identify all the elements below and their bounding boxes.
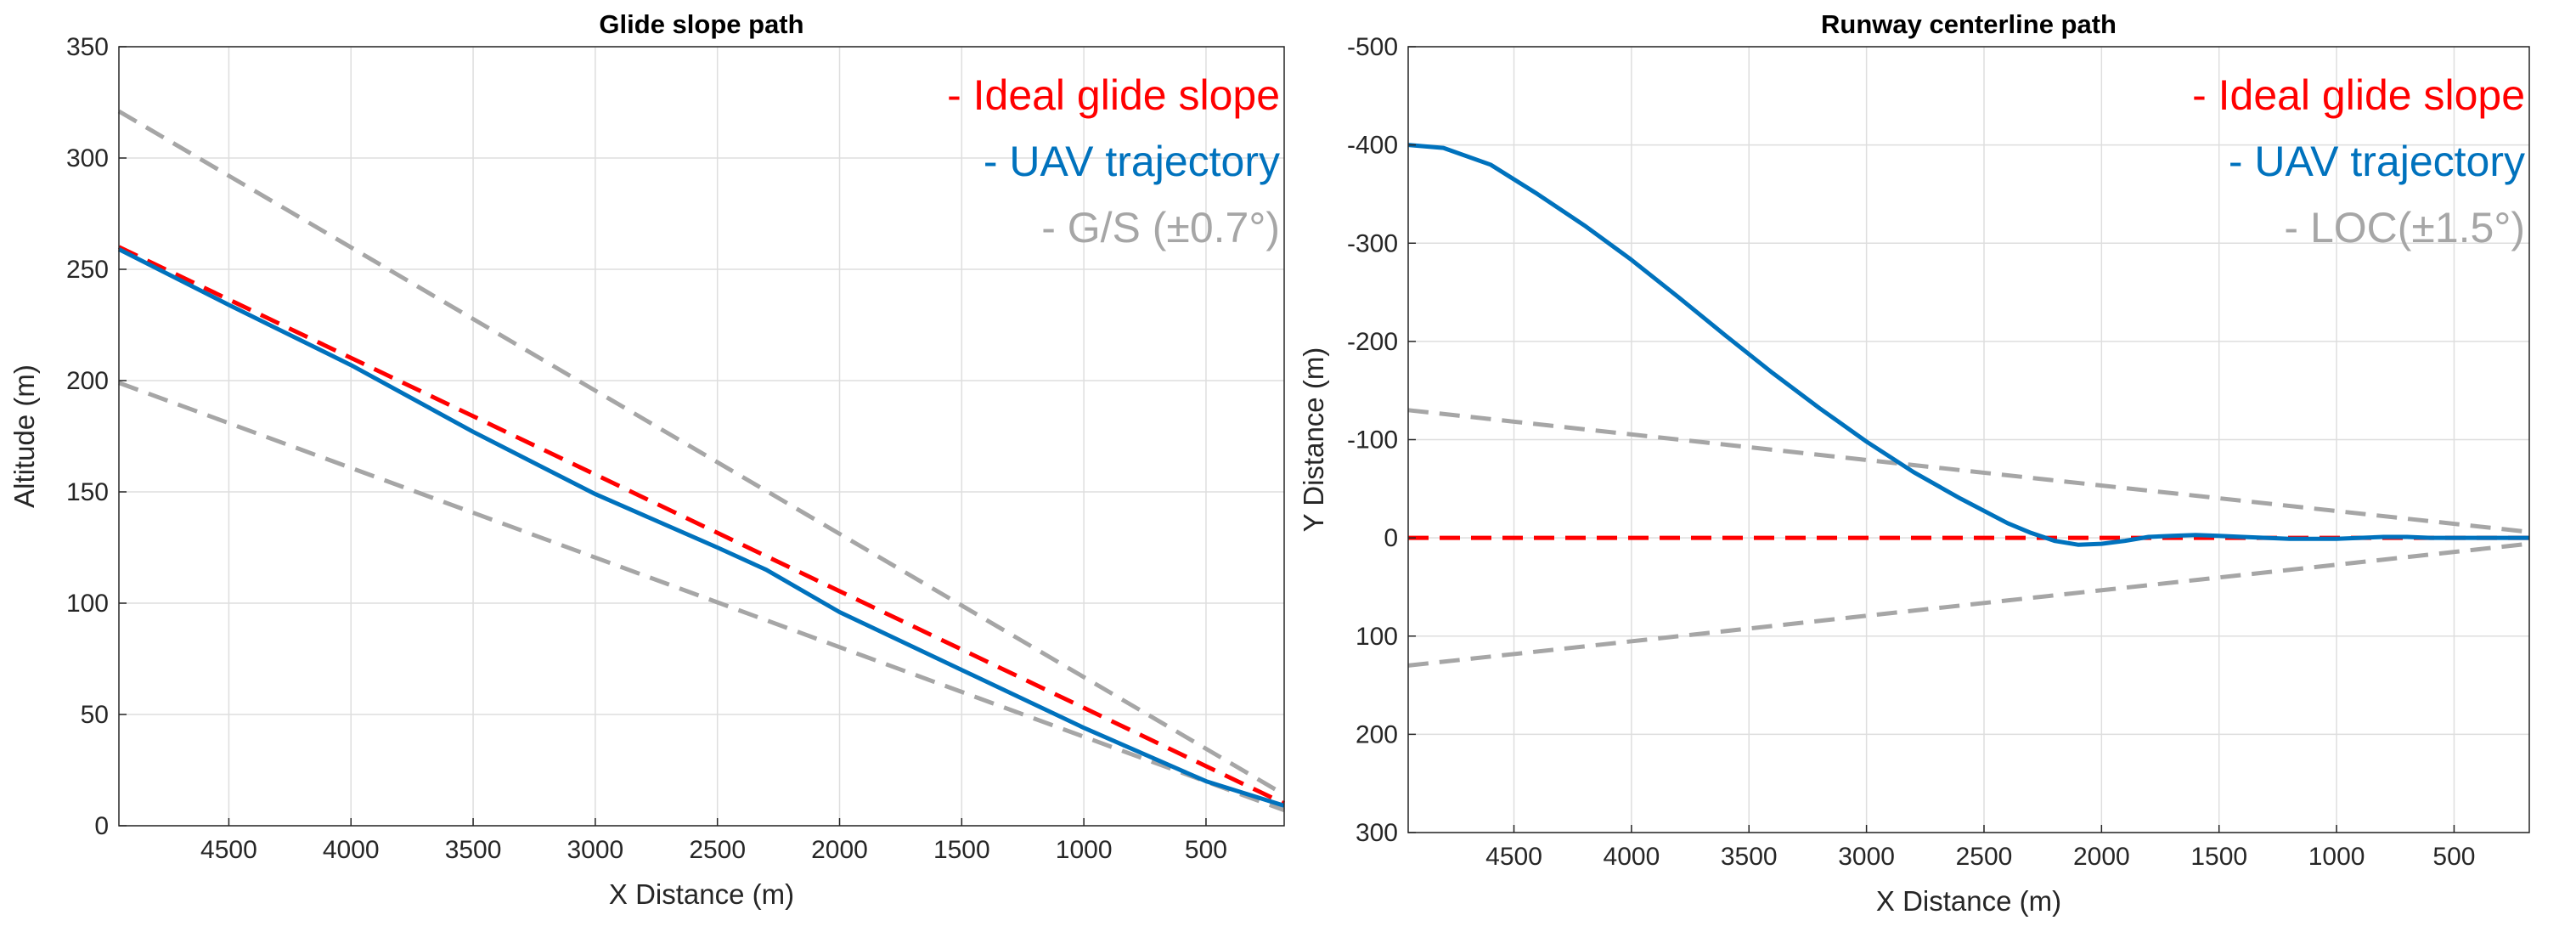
x-tick-label: 1000 bbox=[2308, 843, 2365, 871]
y-tick-label: 200 bbox=[1356, 720, 1398, 748]
y-tick-label: 250 bbox=[66, 256, 109, 284]
x-tick-label: 500 bbox=[2432, 843, 2475, 871]
glide-slope-series bbox=[117, 109, 1286, 813]
x-tick-label: 4000 bbox=[323, 836, 380, 864]
y-tick-label: 100 bbox=[66, 590, 109, 618]
y-tick-label: -500 bbox=[1347, 33, 1398, 61]
series-ideal-glide-slope-line bbox=[117, 245, 1286, 806]
y-tick-label: 0 bbox=[94, 812, 109, 840]
glide-slope-legend: - Ideal glide slope - UAV trajectory - G… bbox=[947, 71, 1280, 251]
runway-centerline-tick-labels: 4500 4000 3500 3000 2500 2000 1500 1000 500-500-… bbox=[1347, 33, 2476, 871]
legend-loc-limits: - LOC(±1.5°) bbox=[2284, 204, 2525, 251]
glide-slope-tick-labels: 4500 4000 3500 3000 2500 2000 1500 1000 500 0 50 10… bbox=[66, 33, 1227, 864]
series-uav-trajectory-line bbox=[117, 247, 1285, 808]
y-tick-label: 300 bbox=[66, 144, 109, 172]
legend-uav-trajectory: - UAV trajectory bbox=[2229, 138, 2525, 185]
runway-centerline-x-axis-label: X Distance (m) bbox=[1876, 885, 2061, 917]
x-tick-label: 2500 bbox=[1956, 843, 2013, 871]
x-tick-label: 3000 bbox=[567, 836, 624, 864]
series-g-s-upper-limit-line bbox=[117, 109, 1286, 797]
x-tick-label: 2000 bbox=[811, 836, 868, 864]
x-tick-label: 3500 bbox=[1721, 843, 1778, 871]
legend-ideal-glide-slope: - Ideal glide slope bbox=[2192, 71, 2525, 119]
x-tick-label: 2500 bbox=[689, 836, 746, 864]
glide-slope-axes-box bbox=[118, 46, 1285, 827]
legend-uav-trajectory: - UAV trajectory bbox=[984, 138, 1280, 185]
y-tick-label: 350 bbox=[66, 33, 109, 61]
y-tick-label: -300 bbox=[1347, 229, 1398, 257]
y-tick-label: 150 bbox=[66, 478, 109, 506]
x-tick-label: 4500 bbox=[200, 836, 257, 864]
y-tick-label: 0 bbox=[1384, 524, 1398, 552]
runway-centerline-series bbox=[1407, 143, 2530, 668]
series-uav-trajectory-line bbox=[1407, 143, 2529, 547]
runway-centerline-legend: - Ideal glide slope - UAV trajectory - L… bbox=[2192, 71, 2525, 251]
x-tick-label: 1000 bbox=[1056, 836, 1113, 864]
y-tick-label: -400 bbox=[1347, 132, 1398, 160]
y-tick-label: 200 bbox=[66, 367, 109, 395]
glide-slope-x-axis-label: X Distance (m) bbox=[609, 878, 794, 910]
legend-ideal-glide-slope: - Ideal glide slope bbox=[947, 71, 1280, 119]
y-tick-label: -200 bbox=[1347, 328, 1398, 356]
x-tick-label: 3000 bbox=[1838, 843, 1895, 871]
y-tick-label: -100 bbox=[1347, 426, 1398, 455]
x-tick-label: 1500 bbox=[2190, 843, 2247, 871]
glide-slope-plot-area bbox=[119, 47, 1284, 826]
x-tick-label: 3500 bbox=[445, 836, 502, 864]
x-tick-label: 2000 bbox=[2073, 843, 2130, 871]
glide-slope-y-axis-label: Altitude (m) bbox=[8, 364, 40, 508]
runway-centerline-chart: 4500 4000 3500 3000 2500 2000 1500 1000 500-500-… bbox=[1298, 9, 2530, 917]
y-tick-label: 50 bbox=[81, 701, 109, 729]
legend-gs-limits: - G/S (±0.7°) bbox=[1041, 204, 1280, 251]
series-g-s-lower-limit-line bbox=[118, 381, 1285, 813]
runway-centerline-y-axis-label: Y Distance (m) bbox=[1298, 347, 1329, 533]
y-tick-label: 100 bbox=[1356, 623, 1398, 651]
x-tick-label: 4000 bbox=[1604, 843, 1660, 871]
glide-slope-chart: 4500 4000 3500 3000 2500 2000 1500 1000 500 0 50 10… bbox=[8, 9, 1286, 910]
x-tick-label: 1500 bbox=[933, 836, 990, 864]
x-tick-label: 500 bbox=[1185, 836, 1227, 864]
runway-centerline-title: Runway centerline path bbox=[1821, 9, 2117, 39]
glide-slope-title: Glide slope path bbox=[599, 9, 803, 39]
x-tick-label: 4500 bbox=[1485, 843, 1542, 871]
y-tick-label: 300 bbox=[1356, 819, 1398, 847]
